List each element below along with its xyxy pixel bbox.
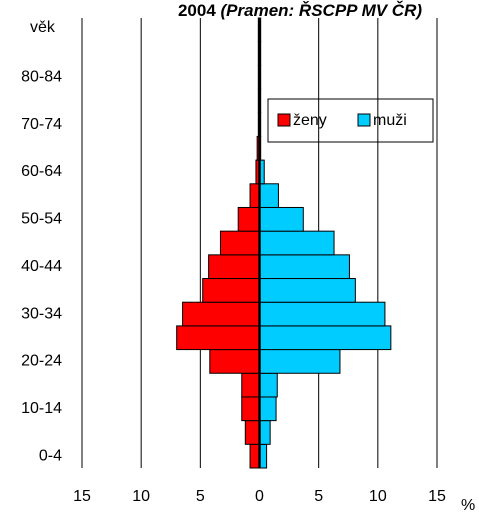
legend-swatch [277,113,291,127]
y-tick-label: 10-14 [21,400,62,417]
x-tick-label: 10 [369,488,387,505]
bar [259,325,392,351]
bar [241,372,260,398]
x-tick-label: 10 [132,488,150,505]
bar [237,206,260,232]
bar [241,396,260,422]
bar [259,372,278,398]
title: 2004 [178,1,216,20]
y-tick-label: 50-54 [21,211,62,228]
chart-title: 2004 (Pramen: ŘSCPP MV ČR) [178,1,422,20]
bar [202,278,260,303]
y-axis-label: věk [30,19,56,36]
bar [219,230,260,256]
bar [176,325,261,351]
bar [259,278,356,303]
bar [209,349,261,374]
x-tick-label: 15 [73,488,91,505]
bar [249,443,261,469]
x-tick-label: 5 [196,488,205,505]
bar [208,254,261,280]
y-tick-label: 80-84 [21,68,62,85]
x-tick-label: 5 [314,488,323,505]
legend-swatch [357,113,371,127]
bar [259,206,304,232]
legend-label: muži [373,112,407,129]
bar [249,183,261,208]
y-tick-label: 20-24 [21,353,62,370]
bar [182,301,260,327]
y-tick-label: 0-4 [39,447,62,464]
y-tick-label: 40-44 [21,258,62,275]
legend-label: ženy [293,112,327,129]
y-tick-label: 70-74 [21,116,62,133]
legend-box [267,98,434,143]
x-tick-label: 0 [255,488,264,505]
y-tick-label: 60-64 [21,163,62,180]
x-axis-label: % [461,497,475,514]
bar [259,183,279,208]
y-tick-label: 30-34 [21,305,62,322]
subtitle: (Pramen: ŘSCPP MV ČR) [221,1,423,20]
bar [259,420,271,445]
bar [259,230,335,256]
x-tick-label: 15 [428,488,446,505]
legend: ženy muži [267,98,434,143]
bar [259,349,341,374]
bar [259,254,350,280]
bar [244,420,261,445]
bar [259,301,386,327]
bar [259,396,277,422]
